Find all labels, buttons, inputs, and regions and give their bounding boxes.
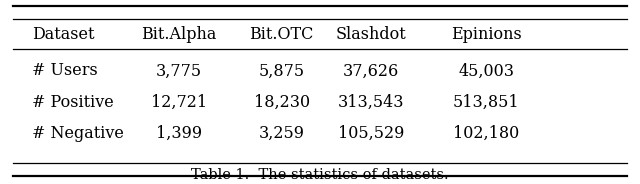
- Text: 105,529: 105,529: [338, 125, 404, 142]
- Text: 313,543: 313,543: [338, 94, 404, 111]
- Text: Epinions: Epinions: [451, 26, 522, 43]
- Text: 102,180: 102,180: [453, 125, 520, 142]
- Text: # Positive: # Positive: [32, 94, 114, 111]
- Text: 3,775: 3,775: [156, 62, 202, 79]
- Text: Table 1.  The statistics of datasets.: Table 1. The statistics of datasets.: [191, 168, 449, 182]
- Text: 18,230: 18,230: [253, 94, 310, 111]
- Text: 12,721: 12,721: [151, 94, 207, 111]
- Text: 3,259: 3,259: [259, 125, 305, 142]
- Text: 5,875: 5,875: [259, 62, 305, 79]
- Text: 45,003: 45,003: [458, 62, 515, 79]
- Text: Slashdot: Slashdot: [336, 26, 406, 43]
- Text: 513,851: 513,851: [453, 94, 520, 111]
- Text: Bit.Alpha: Bit.Alpha: [141, 26, 217, 43]
- Text: # Negative: # Negative: [32, 125, 124, 142]
- Text: 37,626: 37,626: [343, 62, 399, 79]
- Text: Dataset: Dataset: [32, 26, 95, 43]
- Text: 1,399: 1,399: [156, 125, 202, 142]
- Text: Bit.OTC: Bit.OTC: [250, 26, 314, 43]
- Text: # Users: # Users: [32, 62, 98, 79]
